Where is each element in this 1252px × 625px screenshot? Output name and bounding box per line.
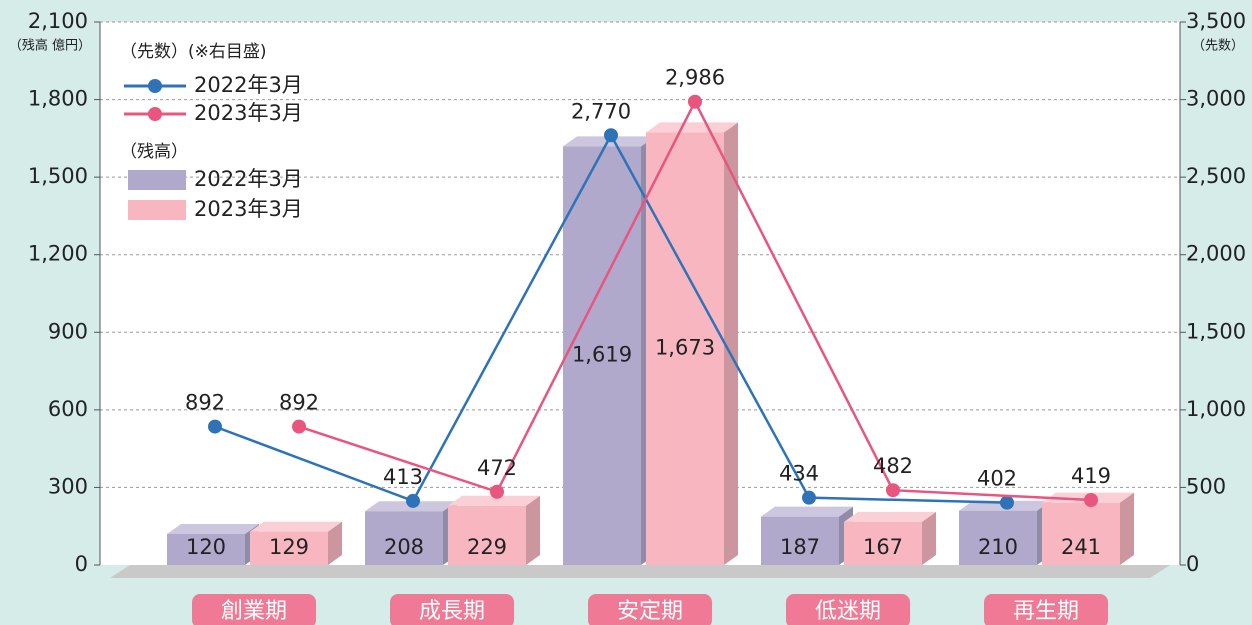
x-tick-label: 創業期 [221, 599, 287, 624]
y2-tick-label: 0 [1186, 552, 1199, 576]
bar-value-label: 210 [978, 535, 1018, 559]
line-point [208, 419, 222, 434]
line-point [802, 490, 816, 505]
y2-tick-label: 500 [1186, 474, 1226, 498]
line-value-label: 419 [1071, 464, 1111, 488]
line-value-label: 892 [185, 391, 225, 415]
bar-value-label: 120 [186, 535, 226, 559]
line-value-label: 2,770 [571, 99, 631, 123]
line-value-label: 434 [779, 462, 819, 486]
category-pill [786, 594, 910, 625]
bar-top [250, 521, 342, 532]
line-point [604, 128, 618, 143]
bar [167, 533, 245, 565]
line-value-label: 472 [477, 456, 517, 480]
y2-tick-label: 1,000 [1186, 397, 1246, 421]
y2-tick-label: 2,500 [1186, 164, 1246, 188]
y2-axis-label: （先数） [1192, 39, 1244, 54]
legend-label: 2022年3月 [194, 73, 303, 97]
line-value-label: 402 [977, 467, 1017, 491]
line-value-label: 482 [873, 454, 913, 478]
bar-side [922, 511, 936, 565]
y-tick-label: 1,200 [28, 242, 88, 266]
bar-side [1120, 492, 1134, 565]
line-point [688, 94, 702, 109]
bar [1042, 502, 1120, 565]
bar [761, 516, 839, 565]
bar-value-label: 241 [1061, 535, 1101, 559]
category-pill [588, 594, 712, 625]
line-point [886, 483, 900, 498]
bar-value-label: 187 [780, 535, 820, 559]
bar [646, 132, 724, 565]
y-tick-label: 1,800 [28, 87, 88, 111]
line-value-label: 2,986 [665, 66, 725, 90]
x-tick-label: 再生期 [1013, 599, 1079, 624]
floor [110, 565, 1170, 578]
line-point [1084, 492, 1098, 507]
y-tick-label: 0 [75, 552, 88, 576]
legend-label: 2022年3月 [194, 167, 303, 191]
y2-tick-label: 3,500 [1186, 9, 1246, 33]
category-pill [192, 594, 316, 625]
bar-top [167, 523, 259, 534]
bar-value-label: 208 [384, 535, 424, 559]
legend-swatch [128, 200, 186, 220]
bar [448, 505, 526, 565]
y2-tick-label: 3,000 [1186, 87, 1246, 111]
legend-label: 2023年3月 [194, 197, 303, 221]
line-point [406, 493, 420, 508]
bar-top [448, 495, 540, 506]
bar-value-label: 1,619 [572, 343, 632, 367]
legend-swatch [128, 170, 186, 190]
bar-value-label: 167 [863, 535, 903, 559]
y-tick-label: 900 [48, 319, 88, 343]
category-pill [390, 594, 514, 625]
legend-title: （残高） [120, 142, 188, 162]
line-point [490, 484, 504, 499]
bar [250, 531, 328, 565]
bar-top [646, 122, 738, 133]
bar [959, 510, 1037, 565]
bar-side [328, 521, 342, 565]
y-axis-label: （残高 億円） [9, 38, 91, 54]
bar-value-label: 1,673 [655, 336, 715, 360]
bar-top [844, 511, 936, 522]
x-tick-label: 安定期 [617, 599, 683, 624]
bar [563, 146, 641, 565]
x-tick-label: 成長期 [419, 599, 485, 624]
y-tick-label: 600 [48, 397, 88, 421]
legend-marker [148, 107, 162, 121]
x-tick-label: 低迷期 [815, 599, 881, 624]
line-point [292, 419, 306, 434]
y2-tick-label: 1,500 [1186, 319, 1246, 343]
y-tick-label: 1,500 [28, 164, 88, 188]
y-tick-label: 2,100 [28, 9, 88, 33]
line-point [1000, 495, 1014, 510]
bar [365, 511, 443, 565]
bar-top [761, 506, 853, 517]
bar-side [724, 122, 738, 565]
bar-value-label: 229 [467, 535, 507, 559]
legend-marker [148, 79, 162, 93]
legend-title: （先数）(※右目盛) [120, 42, 267, 62]
legend-label: 2023年3月 [194, 101, 303, 125]
category-pill [984, 594, 1108, 625]
bar [844, 521, 922, 565]
y-tick-label: 300 [48, 474, 88, 498]
line-value-label: 892 [279, 391, 319, 415]
line-value-label: 413 [383, 465, 423, 489]
bar-value-label: 129 [269, 535, 309, 559]
bar-side [526, 495, 540, 565]
y2-tick-label: 2,000 [1186, 242, 1246, 266]
